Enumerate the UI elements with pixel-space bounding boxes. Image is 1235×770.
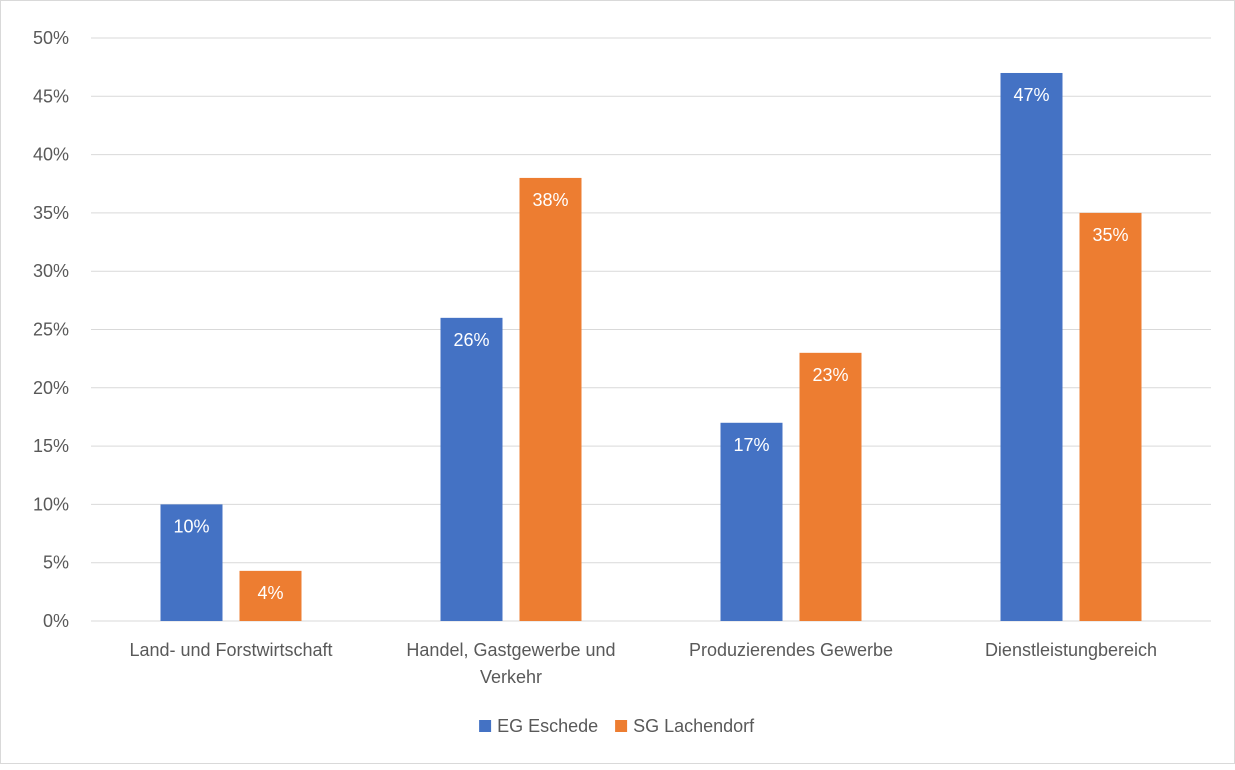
legend-swatch [615, 720, 628, 732]
y-tick-label: 50% [33, 28, 69, 48]
x-tick-label: Produzierendes Gewerbe [689, 640, 893, 660]
data-label: 35% [1092, 225, 1128, 245]
legend-swatch [479, 720, 492, 732]
data-label: 17% [733, 435, 769, 455]
bars: 10% 4% 26% 38% 17% 23% 47% 35% [160, 72, 1142, 622]
y-tick-label: 35% [33, 203, 69, 223]
bar [440, 317, 503, 621]
x-tick-label: Dienstleistungbereich [985, 640, 1157, 660]
y-tick-label: 5% [43, 553, 69, 573]
x-tick-label: Land- und Forstwirtschaft [129, 640, 332, 660]
data-label: 38% [532, 190, 568, 210]
data-label: 26% [453, 330, 489, 350]
y-tick-label: 25% [33, 320, 69, 340]
bar [519, 177, 582, 622]
bar [239, 570, 302, 621]
bar [1000, 72, 1063, 622]
y-tick-label: 10% [33, 494, 69, 514]
x-axis-labels: Land- und Forstwirtschaft Handel, Gastgew… [129, 640, 1157, 687]
y-tick-label: 0% [43, 611, 69, 631]
y-tick-label: 40% [33, 145, 69, 165]
y-tick-label: 15% [33, 436, 69, 456]
y-tick-label: 20% [33, 378, 69, 398]
bar [1079, 212, 1142, 621]
legend: EG Eschede SG Lachendorf [479, 716, 755, 736]
data-label: 23% [812, 365, 848, 385]
y-tick-label: 30% [33, 261, 69, 281]
legend-label: SG Lachendorf [633, 716, 755, 736]
data-label: 10% [173, 516, 209, 536]
x-tick-label: Handel, Gastgewerbe und [406, 640, 615, 660]
bar [160, 504, 223, 621]
bar [720, 422, 783, 621]
data-label: 4% [257, 583, 283, 603]
y-tick-label: 45% [33, 86, 69, 106]
data-label: 47% [1013, 85, 1049, 105]
legend-label: EG Eschede [497, 716, 598, 736]
y-axis-ticks: 0% 5% 10% 15% 20% 25% 30% 35% 40% 45% 50% [33, 28, 69, 631]
bar [799, 352, 862, 621]
x-tick-label: Verkehr [480, 667, 542, 687]
